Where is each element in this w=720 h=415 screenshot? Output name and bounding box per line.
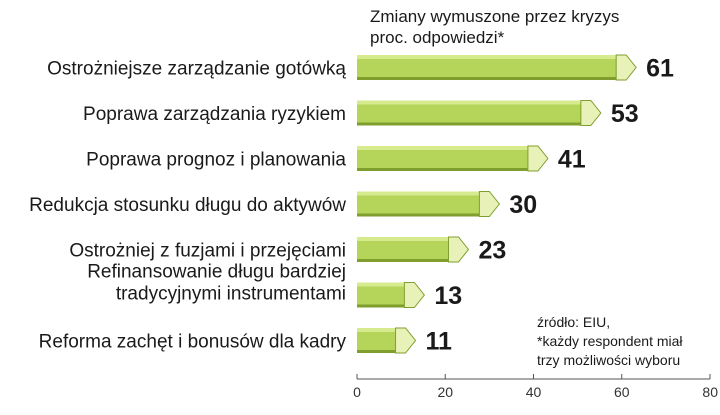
bar-group — [357, 54, 637, 354]
source-note-line-3: trzy możliwości wyboru — [537, 352, 680, 368]
value-label-6: 13 — [434, 282, 462, 310]
value-label-4: 30 — [509, 191, 537, 219]
source-note-line-2: *każdy respondent miał — [537, 333, 683, 349]
bar-body — [357, 191, 490, 217]
bar-highlight — [357, 282, 415, 287]
bar-3 — [357, 145, 549, 172]
bar-shadow — [357, 213, 490, 217]
bar-highlight — [357, 328, 406, 332]
bar-shadow — [357, 350, 406, 353]
bar-end-cap — [527, 145, 549, 172]
bar-body — [357, 146, 538, 171]
bar-2 — [357, 100, 602, 126]
bar-shadow — [357, 259, 459, 262]
bar-highlight — [357, 55, 627, 59]
category-label-4: Redukcja stosunku długu do aktywów — [29, 195, 346, 216]
category-label-6-line-2: tradycyjnymi instrumentami — [116, 284, 346, 305]
category-label-6-line-1: Refinansowanie długu bardziej — [87, 262, 346, 283]
bar-7 — [357, 327, 417, 354]
bar-end-cap — [447, 236, 470, 263]
bar-6 — [357, 282, 426, 308]
value-label-7: 11 — [426, 328, 453, 356]
value-label-2: 53 — [611, 100, 639, 128]
category-label-1: Ostrożniejsze zarządzanie gotówką — [47, 59, 346, 80]
bar-body — [357, 328, 406, 353]
bar-body — [357, 282, 415, 308]
bar-end-cap — [403, 282, 426, 308]
value-label-3: 41 — [558, 146, 586, 174]
category-label-7: Reforma zachęt i bonusów dla kadry — [39, 332, 347, 353]
chart-title: Zmiany wymuszone przez kryzys — [370, 7, 619, 26]
bar-highlight — [357, 237, 459, 241]
x-axis: 0 20 40 60 80 — [353, 374, 718, 400]
bar-highlight — [357, 146, 538, 150]
x-tick-label-0: 0 — [353, 384, 361, 400]
bar-4 — [357, 191, 501, 217]
bar-end-cap — [615, 54, 637, 81]
bar-shadow — [357, 168, 538, 171]
bar-body — [357, 237, 459, 262]
value-label-5: 23 — [478, 237, 506, 265]
x-tick-label-20: 20 — [437, 384, 453, 400]
bar-body — [357, 55, 627, 80]
bar-end-cap — [478, 191, 501, 217]
bar-end-cap — [395, 327, 417, 354]
bar-body — [357, 100, 591, 126]
category-label-5: Ostrożniej z fuzjami i przejęciami — [69, 241, 346, 262]
x-tick-label-40: 40 — [526, 384, 542, 400]
bar-1 — [357, 54, 637, 81]
category-label-3: Poprawa prognoz i planowania — [86, 150, 346, 171]
bar-shadow — [357, 304, 415, 308]
category-labels: Ostrożniejsze zarządzanie gotówką Poprawa… — [29, 59, 346, 353]
bar-highlight — [357, 100, 591, 105]
category-label-2: Poprawa zarządzania ryzykiem — [83, 104, 346, 125]
bar-highlight — [357, 191, 490, 196]
bar-5 — [357, 236, 470, 263]
x-tick-label-80: 80 — [702, 384, 718, 400]
bar-shadow — [357, 77, 627, 80]
value-label-1: 61 — [646, 55, 674, 83]
bar-shadow — [357, 122, 591, 126]
bar-end-cap — [580, 100, 602, 126]
chart-subtitle: proc. odpowiedzi* — [370, 28, 505, 47]
x-tick-label-60: 60 — [614, 384, 630, 400]
source-note-line-1: źródło: EIU, — [537, 314, 610, 330]
